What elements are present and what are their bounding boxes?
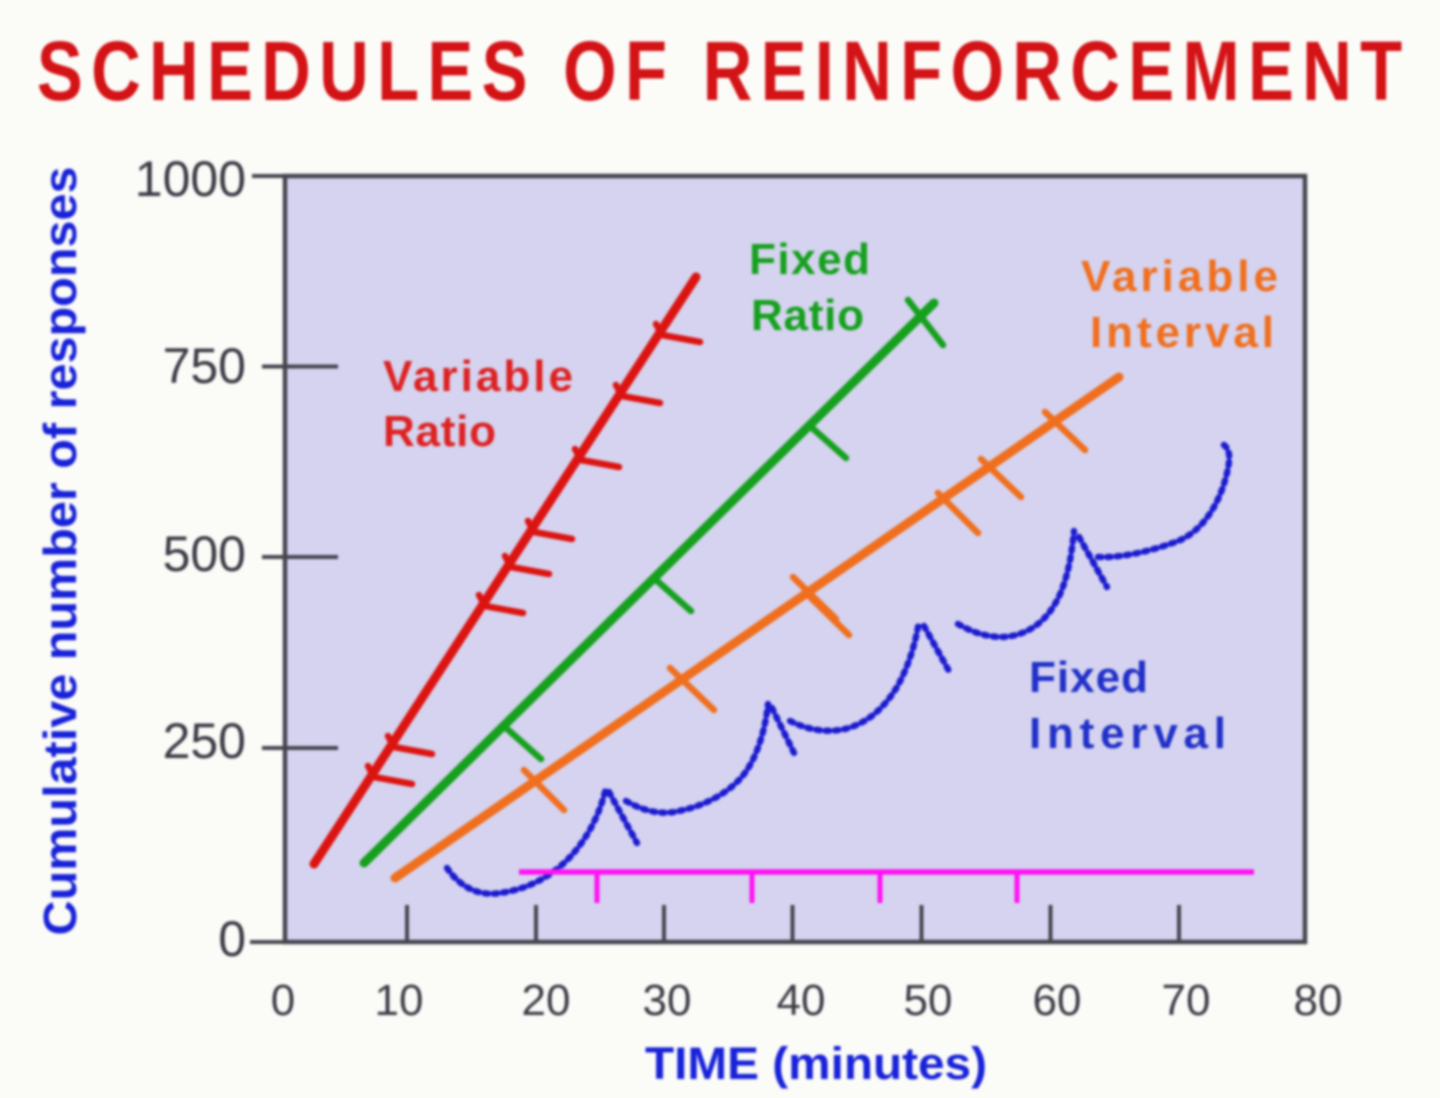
svg-text:0: 0 <box>218 911 246 967</box>
svg-text:Ratio: Ratio <box>751 291 864 340</box>
svg-text:20: 20 <box>522 976 571 1025</box>
svg-text:50: 50 <box>904 976 953 1025</box>
svg-text:SCHEDULES OF REINFORCEMENT: SCHEDULES OF REINFORCEMENT <box>37 25 1402 119</box>
svg-text:80: 80 <box>1294 976 1343 1025</box>
svg-text:60: 60 <box>1033 976 1082 1025</box>
svg-text:Fixed: Fixed <box>1029 653 1148 702</box>
svg-text:Ratio: Ratio <box>383 407 496 456</box>
svg-text:500: 500 <box>163 526 246 582</box>
svg-text:Fixed: Fixed <box>749 235 870 284</box>
svg-text:750: 750 <box>163 338 246 394</box>
svg-text:70: 70 <box>1162 976 1211 1025</box>
svg-text:Variable: Variable <box>1081 252 1278 301</box>
svg-text:Cumulative number of responses: Cumulative number of responses <box>34 166 86 935</box>
svg-text:10: 10 <box>375 976 424 1025</box>
svg-text:Variable: Variable <box>383 352 573 401</box>
svg-text:40: 40 <box>777 976 826 1025</box>
svg-text:1000: 1000 <box>135 151 246 207</box>
svg-text:30: 30 <box>643 976 692 1025</box>
svg-text:TIME (minutes): TIME (minutes) <box>645 1038 987 1089</box>
svg-text:250: 250 <box>163 713 246 769</box>
svg-text:0: 0 <box>271 976 295 1025</box>
